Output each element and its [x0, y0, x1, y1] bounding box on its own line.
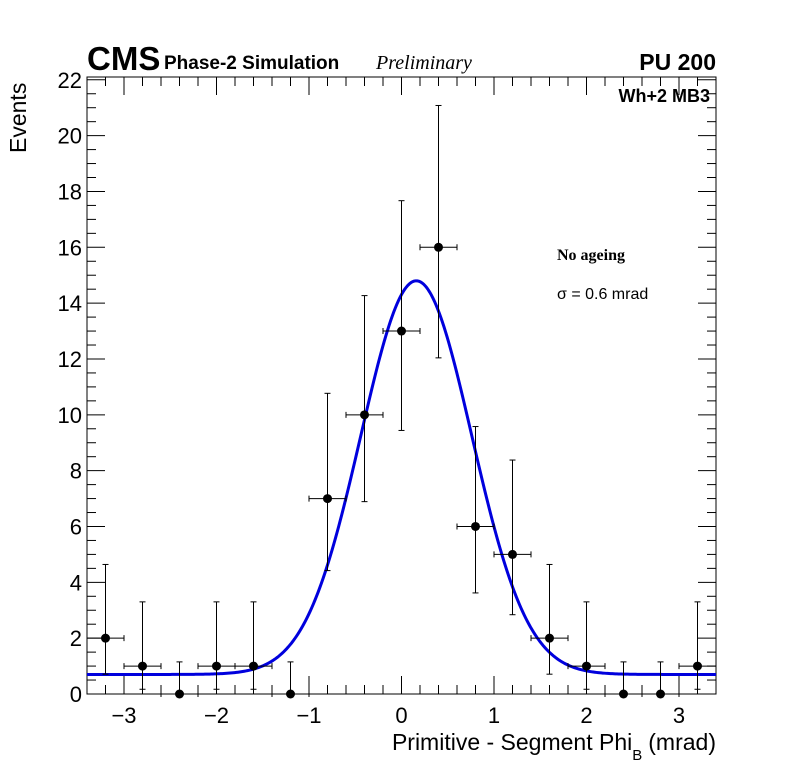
x-tick-label: 1	[488, 703, 500, 728]
data-point	[678, 601, 717, 690]
y-axis-title: Events	[5, 83, 31, 153]
data-marker	[397, 326, 406, 336]
data-marker	[434, 242, 443, 252]
y-tick-label: 8	[70, 459, 82, 484]
x-tick-label: 0	[395, 703, 407, 728]
x-axis-title-main: Primitive - Segment Phi	[392, 729, 632, 755]
data-marker	[545, 633, 554, 643]
y-tick-label: 4	[70, 570, 82, 595]
x-tick-label: 2	[580, 703, 592, 728]
data-marker	[693, 661, 702, 671]
sigma-symbol: σ	[557, 286, 567, 303]
data-marker	[101, 633, 110, 643]
data-marker	[656, 689, 665, 699]
data-point	[382, 200, 421, 431]
data-marker	[360, 410, 369, 420]
y-tick-label: 16	[58, 235, 82, 260]
data-marker	[619, 689, 628, 699]
simulation-label: Phase-2 Simulation	[164, 53, 339, 74]
station-label: Wh+2 MB3	[618, 86, 710, 106]
data-point	[530, 563, 569, 675]
x-tick-label: −3	[111, 703, 136, 728]
data-marker	[175, 689, 184, 699]
y-axis: 0 2 4 6 8 10 12 14 16 18 20 22	[58, 68, 716, 707]
data-point	[308, 392, 347, 572]
x-axis-title: Primitive - Segment PhiB (mrad)	[392, 729, 716, 764]
data-point	[271, 661, 310, 699]
data-point	[641, 661, 680, 699]
data-point	[604, 661, 643, 699]
sigma-value: = 0.6 mrad	[571, 286, 648, 303]
y-tick-label: 12	[58, 347, 82, 372]
data-marker	[582, 661, 591, 671]
y-tick-label: 22	[58, 68, 82, 93]
data-marker	[138, 661, 147, 671]
data-point	[86, 563, 125, 675]
x-tick-label: 3	[673, 703, 685, 728]
x-axis-title-unit: (mrad)	[648, 729, 716, 755]
data-marker	[286, 689, 295, 699]
data-point	[345, 295, 384, 503]
condition-label: No ageing	[557, 247, 625, 264]
preliminary-label: Preliminary	[375, 52, 472, 74]
y-tick-label: 18	[58, 179, 82, 204]
x-tick-label: −2	[204, 703, 229, 728]
y-tick-label: 10	[58, 403, 82, 428]
data-point	[197, 601, 236, 690]
y-tick-label: 20	[58, 124, 82, 149]
y-tick-label: 14	[58, 291, 82, 316]
y-tick-label: 0	[70, 682, 82, 707]
x-axis: −3 −2 −1 0 1 2 3	[86, 77, 717, 728]
sigma-label: σ = 0.6 mrad	[557, 286, 648, 303]
data-point	[123, 601, 162, 690]
data-point	[234, 601, 273, 690]
data-points	[86, 104, 717, 699]
x-tick-label: −1	[296, 703, 321, 728]
data-marker	[471, 521, 480, 531]
data-point	[493, 459, 532, 616]
data-point	[419, 104, 458, 359]
data-point	[567, 601, 606, 690]
pileup-label: PU 200	[639, 49, 716, 75]
cms-label: CMS	[87, 40, 160, 77]
data-point	[160, 661, 199, 699]
data-marker	[508, 549, 517, 559]
data-point	[456, 426, 495, 594]
y-tick-label: 2	[70, 626, 82, 651]
y-tick-label: 6	[70, 514, 82, 539]
data-marker	[212, 661, 221, 671]
data-marker	[249, 661, 258, 671]
x-axis-title-sub: B	[632, 747, 642, 764]
data-marker	[323, 494, 332, 504]
